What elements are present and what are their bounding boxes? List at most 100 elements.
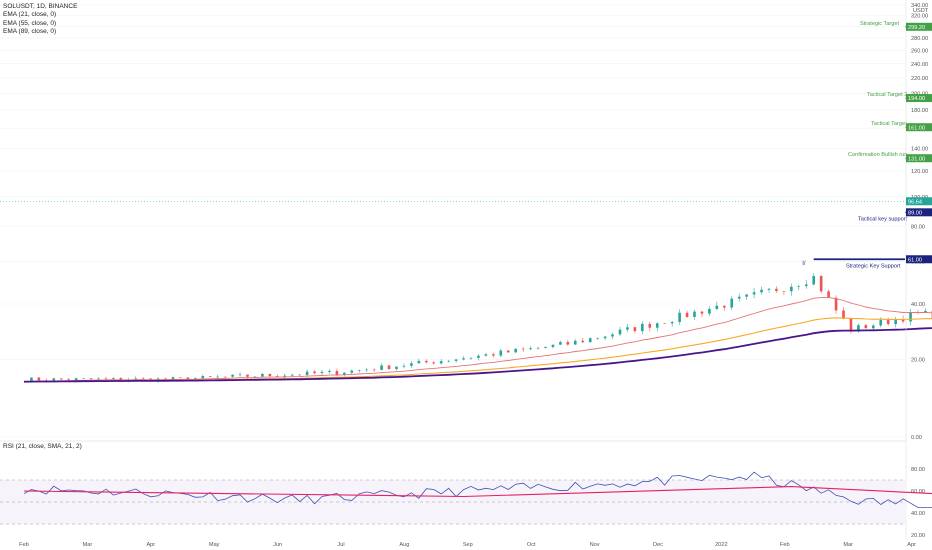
strategic-target-label: Strategic Target bbox=[860, 21, 900, 27]
candle bbox=[425, 359, 428, 364]
x-tick-label: Feb bbox=[19, 542, 29, 548]
ema55-line bbox=[23, 317, 932, 383]
strategic-support-label: Strategic Key Support bbox=[846, 263, 901, 269]
candle bbox=[529, 346, 532, 351]
rsi-tick-label: 80.00 bbox=[911, 467, 925, 473]
candle-body bbox=[745, 294, 748, 297]
candle-body bbox=[909, 312, 912, 322]
candle-body bbox=[655, 323, 659, 328]
candle-body bbox=[477, 355, 480, 358]
candle bbox=[551, 344, 555, 349]
candle bbox=[410, 360, 413, 369]
candle bbox=[581, 337, 585, 344]
ema89-line bbox=[23, 327, 932, 383]
y-tick-label: 260.00 bbox=[911, 49, 928, 55]
price-tag-bg bbox=[906, 255, 932, 264]
candle bbox=[506, 350, 510, 353]
candle bbox=[708, 306, 711, 317]
candle bbox=[417, 358, 421, 364]
candle bbox=[492, 352, 495, 358]
candle bbox=[290, 373, 294, 377]
y-tick-label: 80.00 bbox=[911, 224, 925, 230]
candle-body bbox=[268, 373, 272, 377]
candle-body bbox=[641, 323, 644, 332]
candle bbox=[484, 352, 488, 357]
candle-body bbox=[827, 291, 830, 298]
candle bbox=[685, 310, 689, 318]
candle-body bbox=[551, 344, 555, 347]
candle-body bbox=[574, 340, 577, 345]
rsi-ma-line bbox=[23, 486, 932, 498]
candle bbox=[59, 378, 63, 381]
candle bbox=[790, 283, 793, 296]
x-tick-label: Apr bbox=[146, 542, 155, 548]
x-tick-label: Jun bbox=[273, 542, 282, 548]
chart-legend: SOLUSDT, 1D, BINANCE EMA (21, close, 0) … bbox=[3, 3, 77, 36]
candle-body bbox=[812, 276, 815, 285]
tactical-target-label: Tactical Target bbox=[871, 121, 907, 127]
ema-layer bbox=[23, 297, 932, 383]
candle-body bbox=[588, 338, 592, 343]
x-tick-label: Mar bbox=[83, 542, 93, 548]
candle-body bbox=[313, 371, 316, 374]
candle bbox=[343, 372, 346, 377]
y-tick-label: 40.00 bbox=[911, 302, 925, 308]
candle-body bbox=[432, 362, 436, 364]
candle bbox=[372, 368, 376, 373]
candle bbox=[328, 368, 331, 374]
y-tick-label: 240.00 bbox=[911, 62, 928, 68]
ema89-legend: EMA (89, close, 0) bbox=[3, 27, 57, 35]
candle-body bbox=[387, 365, 391, 370]
ema21-line bbox=[23, 297, 932, 383]
candle bbox=[715, 301, 719, 311]
x-tick-label: Apr bbox=[907, 542, 916, 548]
candle-body bbox=[335, 370, 339, 375]
candle bbox=[760, 286, 763, 295]
candle-body bbox=[357, 369, 361, 371]
candle bbox=[201, 374, 205, 379]
candle-body bbox=[767, 288, 771, 290]
candle bbox=[514, 348, 517, 354]
candle-body bbox=[797, 286, 801, 287]
candle-body bbox=[492, 354, 495, 356]
y-tick-label: 340.00 bbox=[911, 3, 928, 9]
price-tag-bg bbox=[906, 208, 932, 217]
candle bbox=[872, 324, 875, 330]
candle-body bbox=[611, 334, 614, 337]
candle-body bbox=[246, 374, 249, 377]
candle bbox=[238, 372, 242, 377]
candle-body bbox=[276, 376, 279, 377]
candle bbox=[477, 354, 480, 361]
candle bbox=[663, 323, 666, 324]
candle-body bbox=[238, 374, 242, 376]
x-tick-label: Nov bbox=[590, 542, 600, 548]
candle bbox=[521, 346, 525, 352]
candle-body bbox=[365, 369, 368, 371]
candle-body bbox=[723, 305, 726, 308]
candle-body bbox=[298, 374, 301, 376]
candle-body bbox=[693, 311, 696, 317]
wave-label: I/ bbox=[802, 261, 806, 267]
candle-body bbox=[290, 374, 294, 376]
candle-body bbox=[350, 370, 354, 373]
candle-body bbox=[283, 375, 287, 377]
candle-body bbox=[52, 378, 56, 381]
candle-body bbox=[328, 370, 331, 372]
tactical-target-2-label: Tactical Target 2 bbox=[867, 92, 907, 98]
candle-body bbox=[179, 377, 182, 378]
confirmation-level-label: Confirmation Bullish run bbox=[848, 152, 907, 158]
candle-body bbox=[499, 350, 503, 356]
candle-body bbox=[112, 377, 115, 379]
candle bbox=[469, 357, 473, 361]
candle bbox=[357, 369, 361, 373]
candle-body bbox=[790, 286, 793, 292]
candle-body bbox=[678, 312, 681, 323]
candle-body bbox=[581, 340, 585, 343]
candle-body bbox=[201, 376, 205, 379]
candle bbox=[208, 375, 212, 377]
candle bbox=[782, 290, 786, 296]
candle-body bbox=[372, 369, 376, 371]
candle-body bbox=[648, 323, 652, 328]
candle bbox=[730, 296, 734, 311]
candle bbox=[596, 337, 599, 340]
